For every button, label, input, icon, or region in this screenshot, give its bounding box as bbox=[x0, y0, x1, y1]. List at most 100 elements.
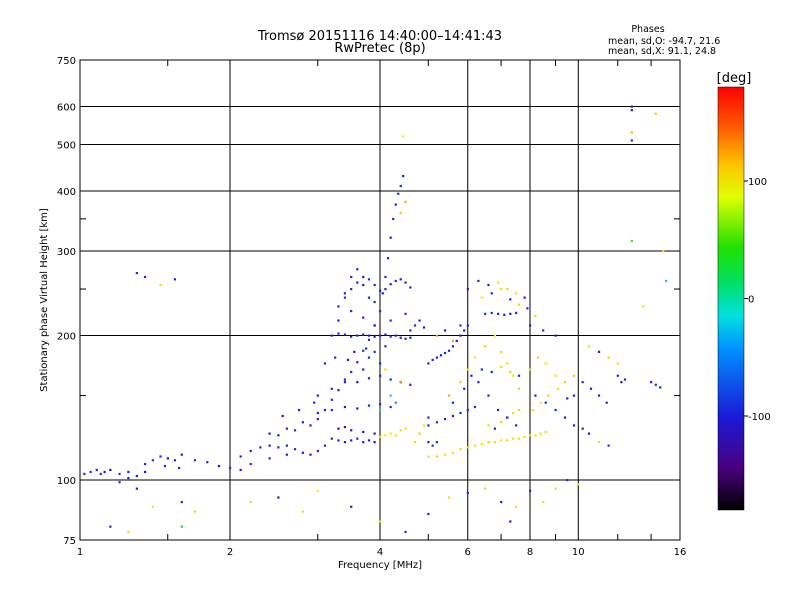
data-point bbox=[362, 368, 365, 371]
data-point bbox=[127, 530, 130, 534]
data-point bbox=[229, 466, 232, 470]
data-point bbox=[353, 350, 356, 353]
data-point bbox=[309, 424, 312, 427]
y-tick-label: 75 bbox=[63, 536, 76, 547]
data-point bbox=[316, 449, 319, 453]
data-point bbox=[616, 374, 619, 377]
data-point bbox=[193, 510, 197, 513]
data-point bbox=[362, 316, 365, 319]
data-point bbox=[301, 421, 305, 424]
data-point bbox=[379, 403, 382, 406]
data-point bbox=[151, 505, 155, 508]
data-point bbox=[343, 441, 347, 444]
data-point bbox=[135, 271, 138, 275]
data-point bbox=[389, 236, 392, 239]
y-tick-label: 750 bbox=[57, 56, 76, 67]
data-point bbox=[500, 365, 503, 369]
data-point bbox=[394, 401, 397, 404]
y-axis-ticks: 75 100 200 300 400 500 600 750 bbox=[57, 56, 680, 547]
data-point bbox=[367, 296, 371, 299]
data-point bbox=[487, 394, 490, 397]
data-point bbox=[404, 427, 407, 430]
data-point bbox=[285, 427, 288, 430]
data-point bbox=[534, 394, 537, 397]
data-point bbox=[293, 448, 297, 451]
data-point bbox=[350, 309, 353, 313]
data-point bbox=[389, 283, 392, 286]
data-point bbox=[384, 368, 387, 371]
data-point bbox=[334, 356, 337, 359]
data-point bbox=[249, 462, 252, 466]
data-point bbox=[177, 466, 181, 470]
data-point bbox=[330, 398, 333, 401]
data-point bbox=[343, 381, 347, 384]
data-point bbox=[367, 439, 371, 442]
y-tick-label: 100 bbox=[57, 476, 76, 487]
data-point bbox=[399, 278, 402, 281]
data-point bbox=[512, 437, 515, 440]
data-point bbox=[343, 425, 347, 429]
data-point bbox=[166, 457, 169, 460]
data-point bbox=[180, 500, 183, 504]
data-point bbox=[343, 292, 347, 295]
data-point bbox=[587, 432, 591, 435]
data-point bbox=[566, 397, 569, 400]
data-point bbox=[589, 387, 593, 390]
data-point bbox=[409, 286, 412, 289]
y-tick-label: 300 bbox=[57, 247, 76, 258]
data-point bbox=[493, 334, 497, 337]
data-point bbox=[427, 362, 430, 365]
data-points bbox=[83, 105, 668, 534]
data-point bbox=[337, 332, 340, 335]
data-point bbox=[506, 288, 509, 291]
data-point bbox=[239, 468, 242, 472]
data-point bbox=[597, 441, 601, 444]
data-point bbox=[127, 470, 130, 474]
data-point bbox=[435, 334, 438, 337]
data-point bbox=[135, 474, 138, 478]
data-point bbox=[337, 389, 340, 392]
data-point bbox=[630, 131, 633, 134]
data-point bbox=[365, 347, 368, 350]
data-point bbox=[316, 418, 319, 421]
data-point bbox=[118, 472, 121, 476]
data-point bbox=[367, 278, 371, 281]
data-point bbox=[451, 339, 455, 343]
data-point bbox=[337, 319, 340, 322]
data-point bbox=[151, 459, 155, 462]
chart-title: Tromsø 20151116 14:40:00–14:41:43 bbox=[257, 29, 502, 44]
grid-lines bbox=[80, 60, 680, 540]
data-point bbox=[379, 435, 382, 439]
x-axis-label: Frequency [MHz] bbox=[338, 560, 422, 571]
data-point bbox=[500, 288, 503, 291]
data-point bbox=[459, 334, 462, 337]
data-point bbox=[493, 427, 497, 430]
data-point bbox=[473, 405, 477, 409]
data-point bbox=[399, 212, 402, 215]
data-point bbox=[630, 139, 633, 142]
data-point bbox=[277, 434, 280, 437]
data-point bbox=[572, 394, 576, 397]
data-point bbox=[512, 374, 515, 377]
data-point bbox=[659, 386, 662, 389]
data-point bbox=[379, 408, 382, 412]
data-point bbox=[506, 416, 509, 419]
data-point bbox=[413, 324, 417, 327]
data-point bbox=[435, 356, 438, 359]
data-point bbox=[350, 335, 353, 338]
data-point bbox=[373, 335, 376, 338]
data-point bbox=[642, 305, 645, 308]
data-point bbox=[542, 500, 545, 504]
data-point bbox=[480, 442, 483, 445]
data-point bbox=[268, 457, 271, 460]
data-point bbox=[500, 500, 503, 504]
data-point bbox=[484, 312, 487, 315]
data-point bbox=[500, 421, 503, 424]
data-point bbox=[362, 275, 365, 279]
data-point bbox=[500, 350, 503, 353]
data-point bbox=[379, 334, 382, 337]
data-point bbox=[285, 453, 288, 456]
data-point bbox=[379, 362, 382, 365]
data-point bbox=[285, 444, 288, 447]
data-point bbox=[506, 362, 509, 365]
